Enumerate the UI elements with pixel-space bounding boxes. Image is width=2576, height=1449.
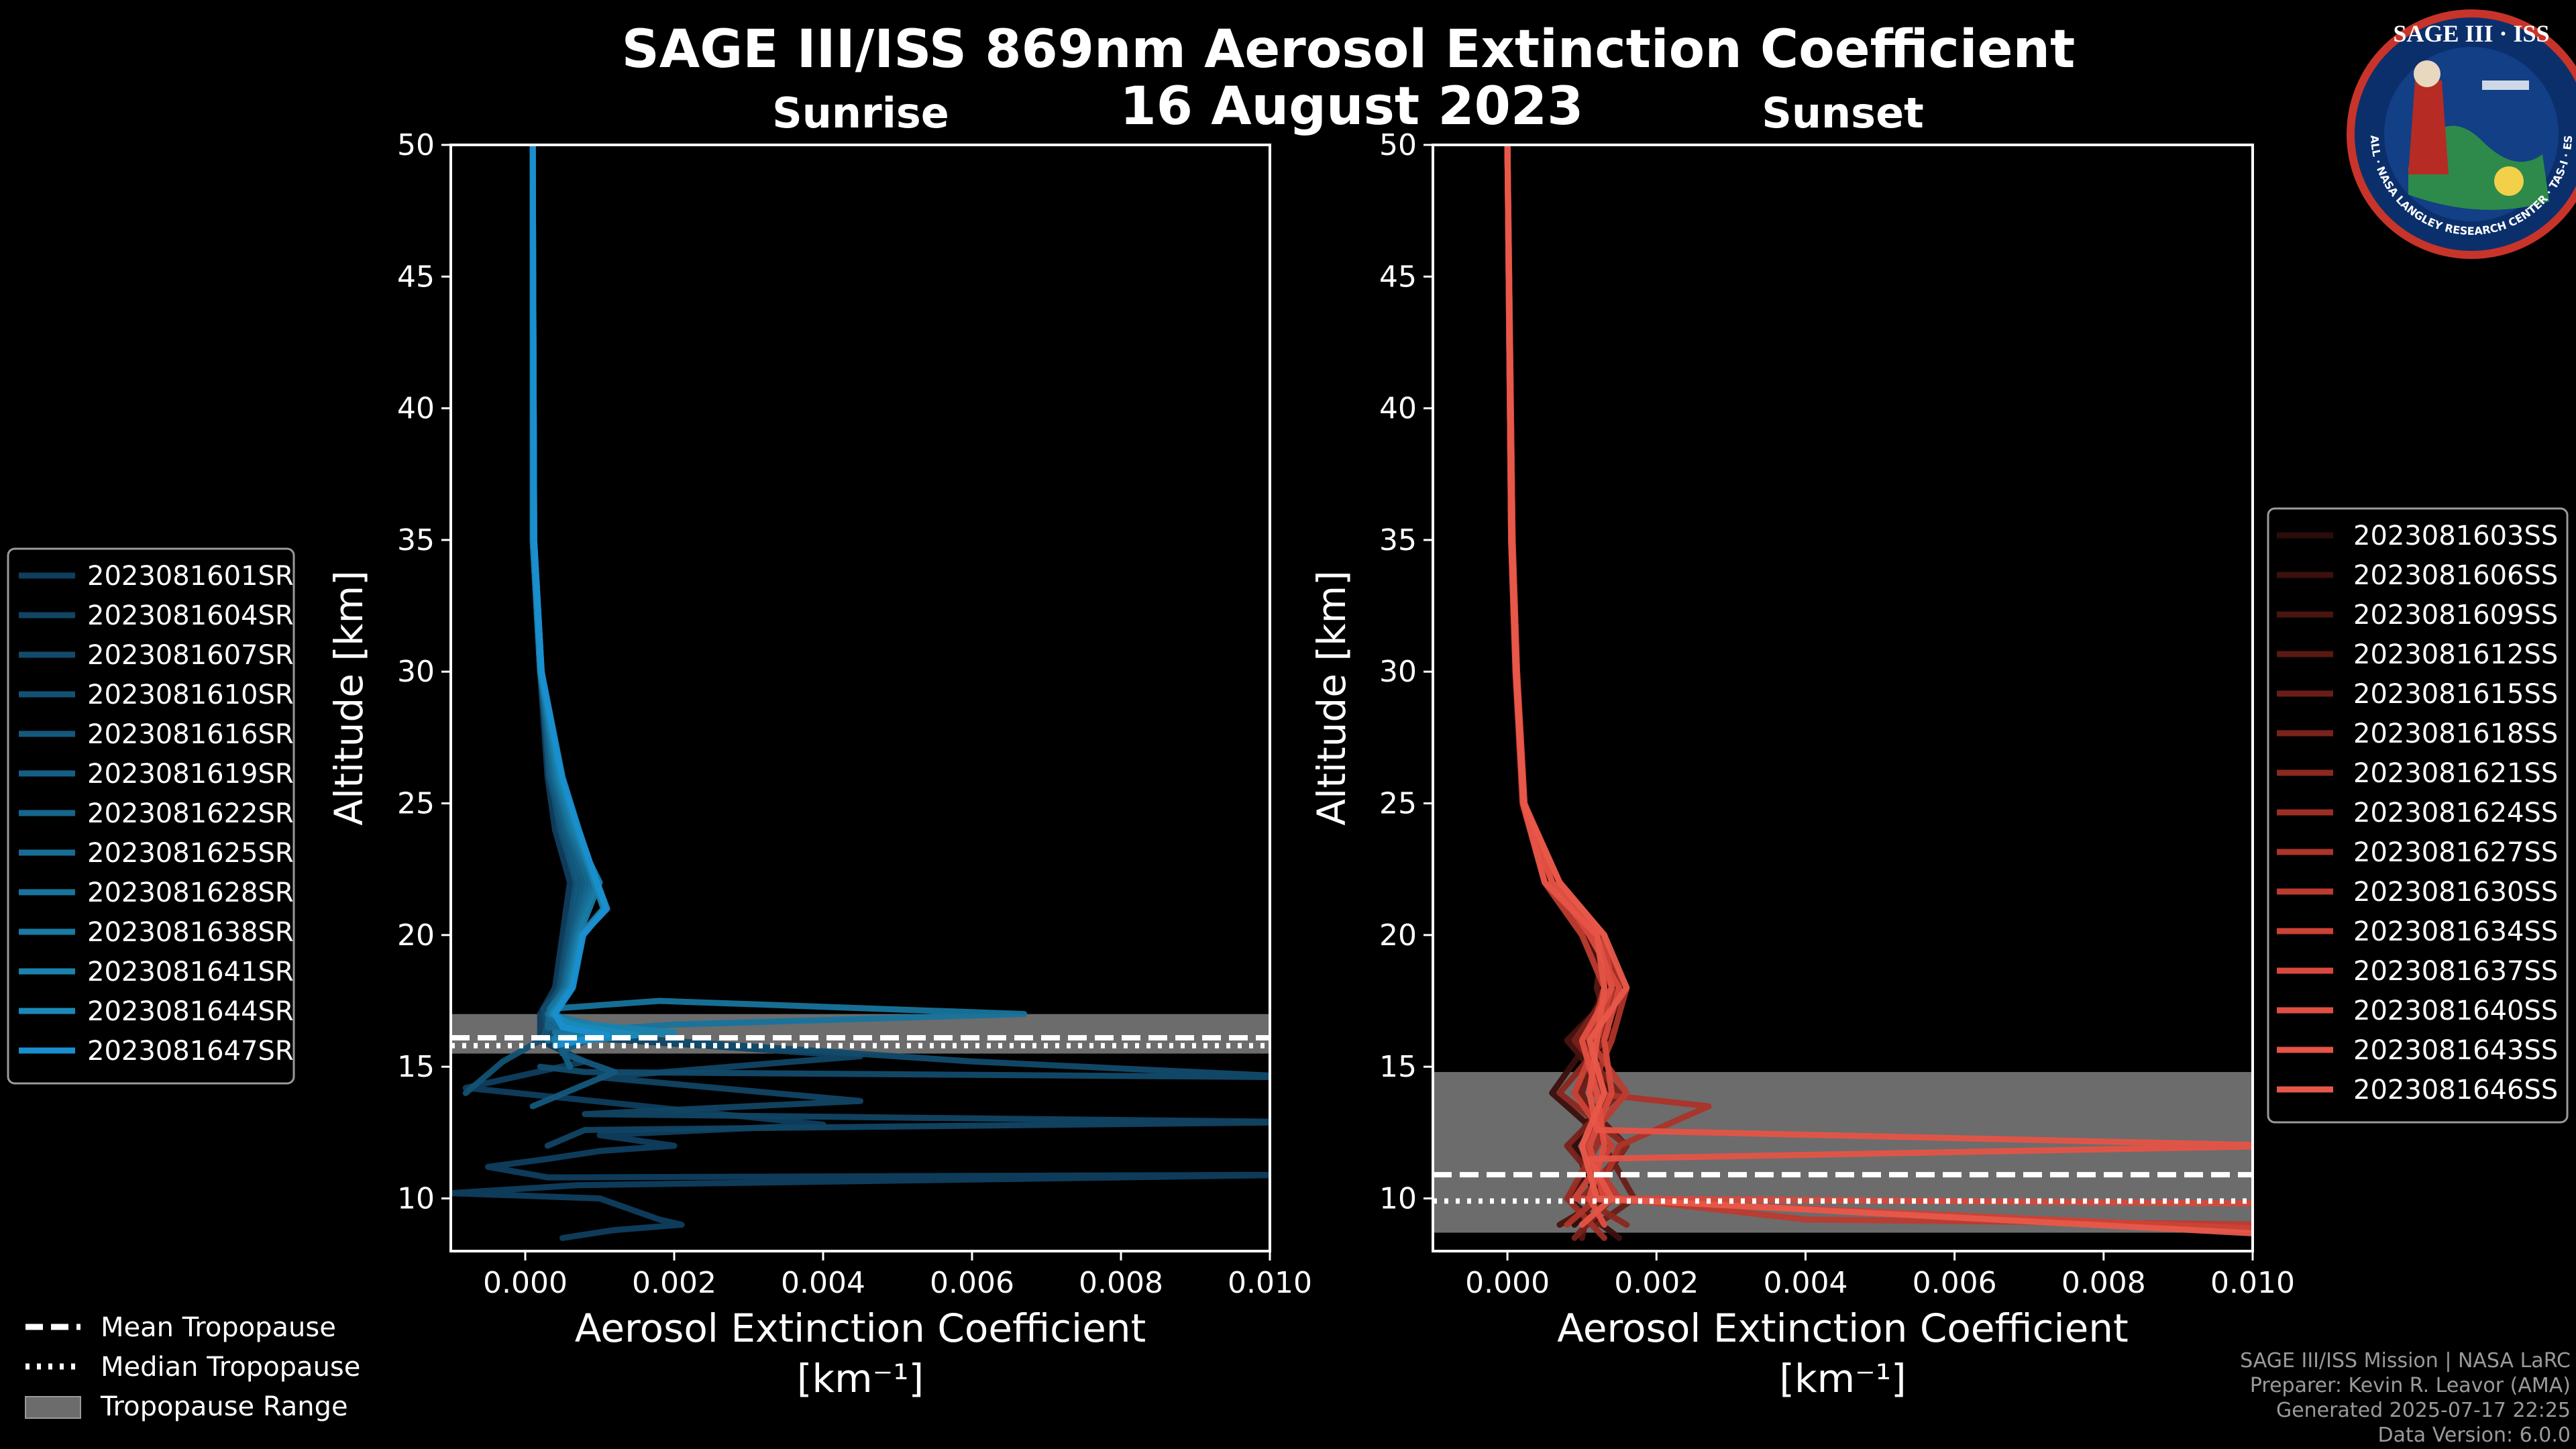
legend-entry: 2023081609SS [2353, 600, 2558, 631]
legend-entry: 2023081628SR [87, 877, 294, 908]
y-tick-label: 15 [1379, 1050, 1417, 1084]
legend-entry: 2023081610SR [87, 680, 294, 710]
y-tick-label: 40 [397, 392, 435, 426]
y-tick-label: 10 [397, 1181, 435, 1216]
legend-entry: 2023081638SR [87, 917, 294, 948]
x-tick-label: 0.002 [1614, 1266, 1699, 1300]
x-tick-label: 0.010 [2210, 1266, 2295, 1300]
legend-entry: 2023081637SS [2353, 956, 2558, 987]
x-axis-units: [km⁻¹] [1779, 1356, 1906, 1401]
panel-title: Sunset [1762, 89, 1924, 138]
sunrise-panel: 10 15 20 25 30 35 40 45 50 0.000 0.002 0.004 0.006 0.… [7, 89, 1312, 1401]
credit-line-generated: Generated 2025-07-17 22:25 [2276, 1399, 2571, 1422]
legend-entry: 2023081641SR [87, 957, 294, 987]
legend-entry: 2023081643SS [2353, 1035, 2558, 1066]
series-line-2023081647SR [529, 145, 610, 1049]
x-tick-label: 0.004 [1763, 1266, 1847, 1300]
legend-entry: 2023081627SS [2353, 837, 2558, 868]
legend-entry: 2023081646SS [2353, 1075, 2558, 1106]
x-tick-label: 0.004 [781, 1266, 865, 1300]
y-tick-label: 20 [397, 918, 435, 953]
legend-frame [7, 547, 295, 1085]
x-tick-label: 0.006 [930, 1266, 1014, 1300]
legend-entry: 2023081619SR [87, 759, 294, 790]
y-axis-label: Altitude [km] [1309, 570, 1354, 825]
y-tick-label: 25 [1379, 787, 1417, 821]
logo-title: SAGE III · ISS [2393, 20, 2549, 47]
x-tick-label: 0.000 [1465, 1266, 1550, 1300]
x-tick-label: 0.010 [1228, 1266, 1312, 1300]
plot-frame [1432, 144, 2254, 1252]
median-tropopause-label: Median Tropopause [101, 1352, 360, 1383]
x-axis-label: Aerosol Extinction Coefficient [1557, 1305, 2129, 1351]
credits: SAGE III/ISS Mission | NASA LaRC Prepare… [2240, 1349, 2571, 1447]
legend-entry: 2023081625SR [87, 838, 294, 869]
legend-entry: 2023081607SR [87, 640, 294, 671]
y-tick-label: 25 [397, 787, 435, 821]
legend-entry: 2023081601SR [87, 561, 294, 592]
sunset-panel: 10 15 20 25 30 35 40 45 50 0.000 0.002 0.004 0.006 0.… [1309, 89, 2569, 1401]
panel-title: Sunrise [772, 89, 949, 138]
legend-entry: 2023081612SS [2353, 639, 2558, 670]
y-tick-label: 30 [397, 655, 435, 689]
series-group [1504, 145, 2253, 1241]
tropopause-range-label: Tropopause Range [100, 1391, 348, 1422]
mean-tropopause-label: Mean Tropopause [101, 1312, 336, 1343]
series-legend: 2023081603SS 2023081606SS 2023081609SS 2023… [2267, 507, 2569, 1124]
x-tick-label: 0.008 [1079, 1266, 1163, 1300]
figure-date: 16 August 2023 [1120, 76, 1584, 137]
x-tick-label: 0.000 [483, 1266, 568, 1300]
legend-entry: 2023081618SS [2353, 718, 2558, 749]
y-axis-label: Altitude [km] [326, 570, 372, 825]
legend-entry: 2023081621SS [2353, 758, 2558, 789]
series-legend: 2023081601SR 2023081604SR 2023081607SR 2023… [7, 547, 295, 1085]
legend-entry: 2023081616SR [87, 719, 294, 750]
y-tick-label: 45 [1379, 260, 1417, 294]
y-tick-label: 50 [1379, 128, 1417, 162]
credit-line-mission: SAGE III/ISS Mission | NASA LaRC [2240, 1349, 2571, 1373]
x-tick-label: 0.002 [632, 1266, 716, 1300]
credit-line-version: Data Version: 6.0.0 [2378, 1424, 2571, 1447]
x-tick-label: 0.008 [2061, 1266, 2146, 1300]
legend-entry: 2023081603SS [2353, 521, 2558, 551]
tropopause-range-swatch [25, 1396, 81, 1419]
legend-frame [2267, 507, 2569, 1124]
y-tick-label: 35 [1379, 523, 1417, 557]
legend-entry: 2023081604SR [87, 600, 294, 631]
series-line-2023081601SR [451, 145, 1270, 1241]
legend-entry: 2023081640SS [2353, 996, 2558, 1026]
legend-entry: 2023081630SS [2353, 877, 2558, 908]
legend-entry: 2023081647SR [87, 1036, 294, 1067]
y-tick-label: 10 [1379, 1181, 1417, 1216]
legend-entry: 2023081622SR [87, 798, 294, 829]
figure-title: SAGE III/ISS 869nm Aerosol Extinction Co… [622, 19, 2076, 80]
legend-entry: 2023081634SS [2353, 916, 2558, 947]
legend-entry: 2023081644SR [87, 996, 294, 1027]
y-tick-label: 20 [1379, 918, 1417, 953]
y-tick-label: 40 [1379, 392, 1417, 426]
y-tick-label: 35 [397, 523, 435, 557]
legend-entry: 2023081606SS [2353, 560, 2558, 591]
y-tick-label: 30 [1379, 655, 1417, 689]
credit-line-preparer: Preparer: Kevin R. Leavor (AMA) [2250, 1374, 2571, 1397]
y-tick-label: 50 [397, 128, 435, 162]
x-tick-label: 0.006 [1913, 1266, 1997, 1300]
plot-frame [449, 144, 1271, 1252]
tropopause-legend: Mean Tropopause Median Tropopause Tropop… [25, 1312, 360, 1422]
y-tick-label: 15 [397, 1050, 435, 1084]
series-line-2023081646SS [1504, 145, 2253, 1236]
x-axis-units: [km⁻¹] [797, 1356, 924, 1401]
x-axis-label: Aerosol Extinction Coefficient [575, 1305, 1146, 1351]
legend-entry: 2023081624SS [2353, 798, 2558, 828]
y-tick-label: 45 [397, 260, 435, 294]
legend-entry: 2023081615SS [2353, 679, 2558, 710]
